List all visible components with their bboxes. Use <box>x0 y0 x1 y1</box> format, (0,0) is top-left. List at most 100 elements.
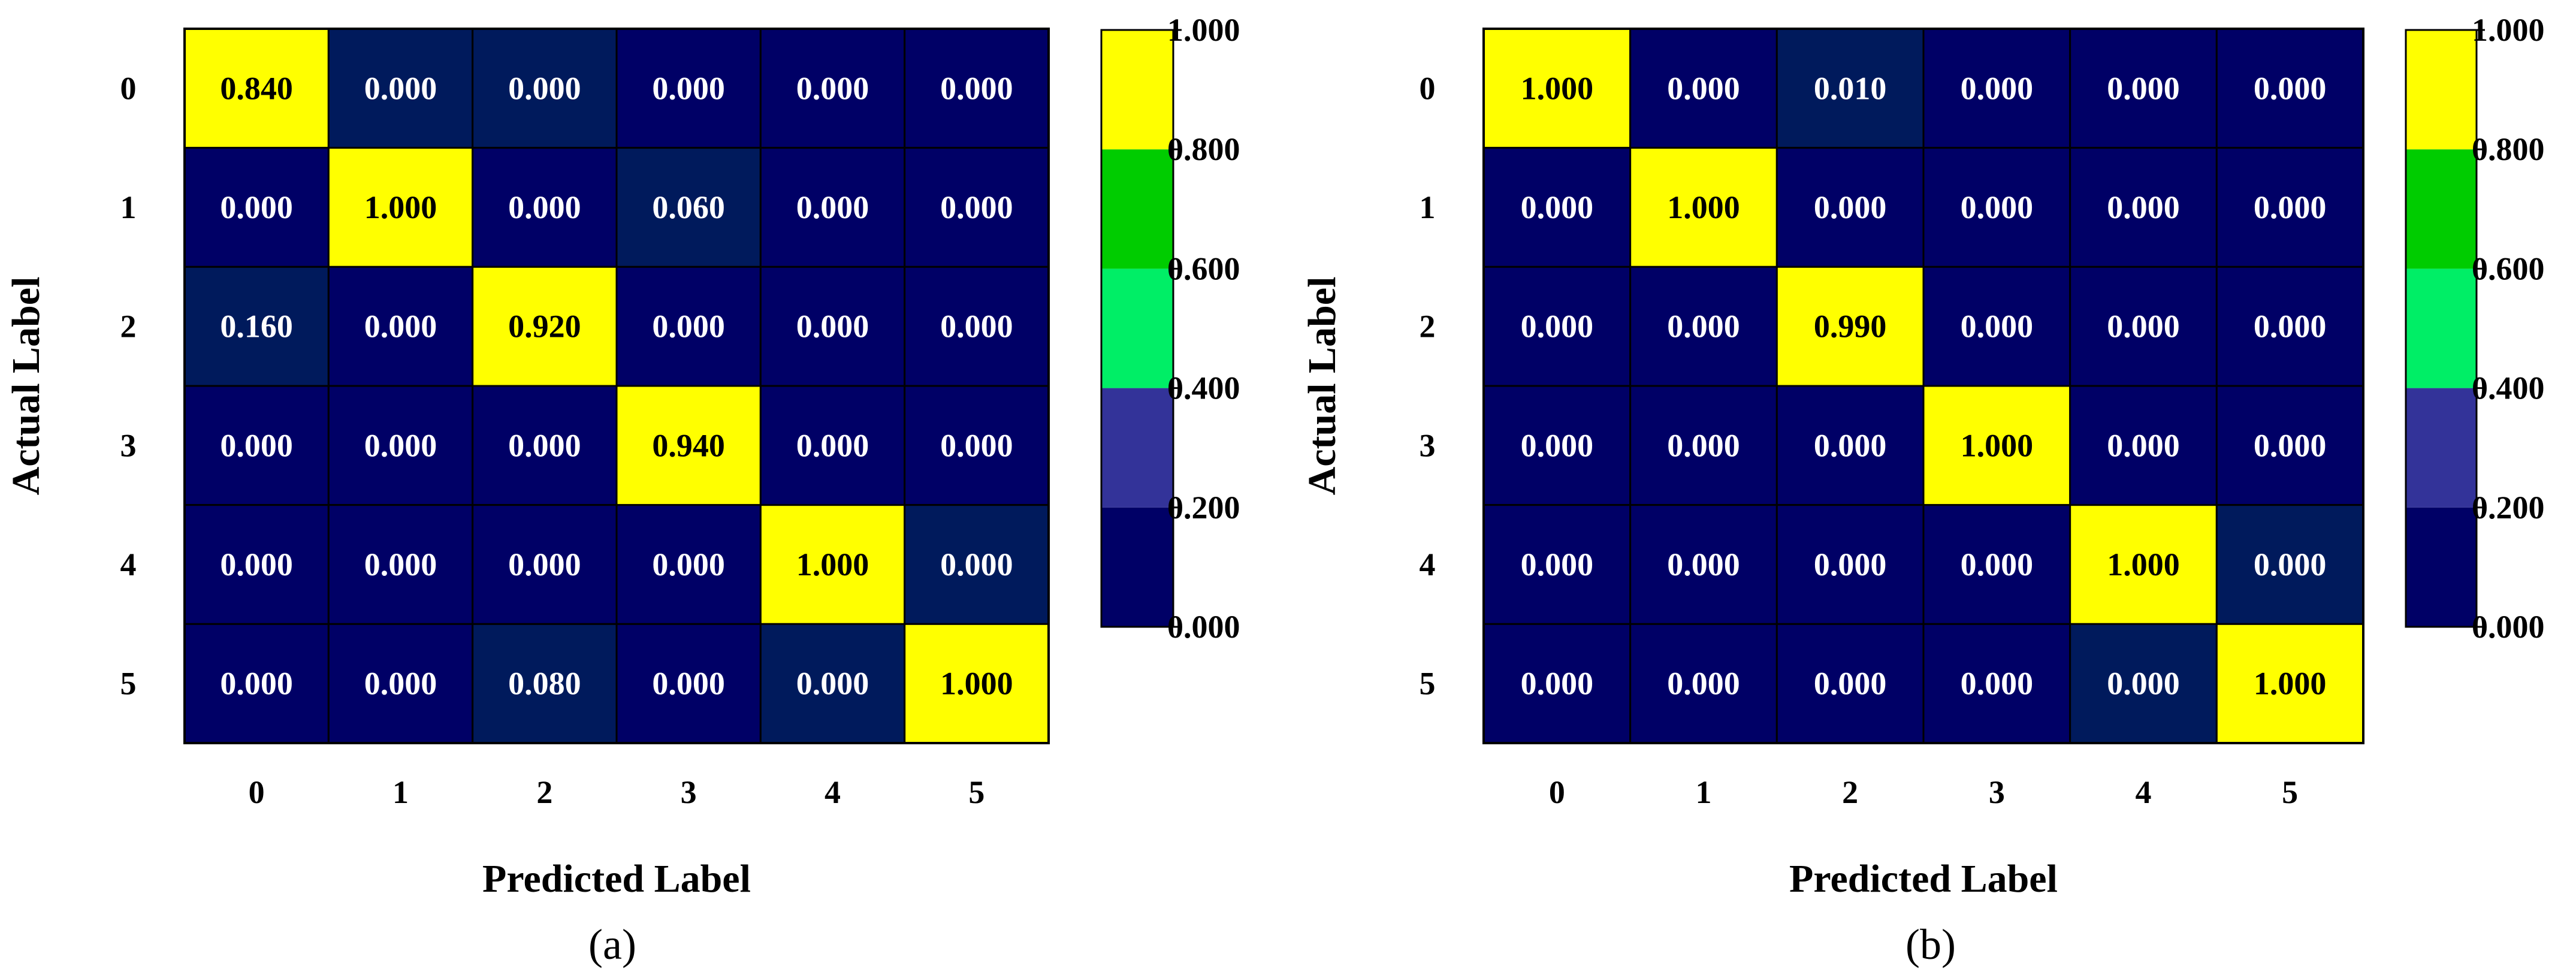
heatmap-cell <box>1775 147 1925 268</box>
cell-value-label: 0.000 <box>364 309 437 345</box>
cell-value-label: 0.000 <box>364 70 437 106</box>
cell-value-label: 0.000 <box>1667 309 1740 345</box>
heatmap-cell <box>183 623 330 744</box>
colorbar-tick-label: 0.600 <box>1167 250 1240 286</box>
cell-value-label: 0.000 <box>220 666 293 702</box>
cell-value-label: 0.060 <box>652 189 725 225</box>
heatmap-cell <box>1629 147 1778 268</box>
heatmap-cell <box>327 385 474 506</box>
heatmap-cell <box>183 265 330 387</box>
heatmap-cell <box>904 265 1050 387</box>
x-tick-label: 1 <box>1696 774 1712 810</box>
heatmap-cell <box>1922 28 2071 149</box>
y-tick-label: 1 <box>1420 189 1436 225</box>
heatmap-cell <box>2069 623 2218 744</box>
cell-value-label: 1.000 <box>796 547 869 582</box>
y-tick-label: 2 <box>1420 309 1436 345</box>
colorbar-tick-label: 0.400 <box>1167 370 1240 406</box>
heatmap-cell <box>904 623 1050 744</box>
x-tick-label: 0 <box>249 774 265 810</box>
cell-value-label: 0.000 <box>940 547 1013 582</box>
cell-value-label: 0.000 <box>940 309 1013 345</box>
heatmap-cell <box>2069 385 2218 506</box>
cell-value-label: 0.000 <box>1961 309 2034 345</box>
cell-value-label: 0.000 <box>1521 666 1594 702</box>
x-tick-label: 5 <box>2282 774 2298 810</box>
y-tick-label: 4 <box>1420 547 1436 582</box>
cell-value-label: 1.000 <box>940 666 1013 702</box>
cell-value-label: 0.000 <box>508 189 581 225</box>
heatmap-cell <box>1482 265 1632 387</box>
heatmap-panel-0: 0.840 0.000 0.000 0.000 0.000 0.000 0.000 1.000… <box>4 12 1240 968</box>
cell-value-label: 0.000 <box>220 189 293 225</box>
cell-value-label: 0.000 <box>1667 547 1740 582</box>
heatmap-cell <box>759 28 906 149</box>
heatmap-cell <box>904 147 1050 268</box>
heatmap-cell <box>2215 504 2364 625</box>
y-tick-label: 4 <box>120 547 137 582</box>
x-tick-label: 0 <box>1549 774 1565 810</box>
cell-value-label: 0.000 <box>796 189 869 225</box>
cell-value-label: 0.000 <box>2107 309 2180 345</box>
cell-value-label: 0.000 <box>796 70 869 106</box>
heatmap-cell <box>1629 623 1778 744</box>
heatmap-cell <box>2069 504 2218 625</box>
heatmap-cell <box>759 623 906 744</box>
cell-value-label: 0.000 <box>508 427 581 463</box>
cell-value-label: 0.000 <box>796 309 869 345</box>
cell-value-label: 1.000 <box>2107 547 2180 582</box>
cell-value-label: 0.000 <box>796 427 869 463</box>
colorbar-tick-label: 1.000 <box>2472 12 2545 48</box>
cell-value-label: 0.000 <box>940 427 1013 463</box>
cell-value-label: 0.000 <box>1814 189 1887 225</box>
heatmap-cell <box>1922 504 2071 625</box>
y-tick-label: 2 <box>120 309 137 345</box>
cell-value-label: 0.000 <box>2254 70 2327 106</box>
heatmap-cell <box>1482 147 1632 268</box>
cell-value-label: 0.000 <box>652 70 725 106</box>
cell-value-label: 0.000 <box>2107 427 2180 463</box>
heatmap-cell <box>183 28 330 149</box>
cell-value-label: 0.000 <box>1961 666 2034 702</box>
colorbar-tick-label: 0.400 <box>2472 370 2545 406</box>
cell-value-label: 0.000 <box>2254 427 2327 463</box>
cell-value-label: 1.000 <box>1667 189 1740 225</box>
cell-value-label: 0.000 <box>364 666 437 702</box>
heatmap-cell <box>615 265 762 387</box>
heatmap-cell <box>615 504 762 625</box>
cell-value-label: 0.000 <box>2107 189 2180 225</box>
heatmap-cell <box>1629 504 1778 625</box>
heatmap-cell <box>327 265 474 387</box>
x-tick-label: 4 <box>825 774 841 810</box>
cell-value-label: 0.000 <box>1814 666 1887 702</box>
cell-value-label: 0.000 <box>1667 70 1740 106</box>
heatmap-cell <box>615 147 762 268</box>
cell-value-label: 1.000 <box>1521 70 1594 106</box>
colorbar-tick-label: 0.000 <box>1167 609 1240 645</box>
cell-value-label: 1.000 <box>2254 666 2327 702</box>
cell-value-label: 0.000 <box>652 666 725 702</box>
cell-value-label: 0.000 <box>796 666 869 702</box>
y-tick-label: 3 <box>120 427 137 463</box>
cell-value-label: 0.000 <box>2254 547 2327 582</box>
heatmap-cell <box>1922 147 2071 268</box>
heatmap-cell <box>327 28 474 149</box>
heatmap-cell <box>1629 28 1778 149</box>
y-tick-label: 5 <box>1420 666 1436 702</box>
cell-value-label: 0.000 <box>1961 70 2034 106</box>
colorbar-band <box>1101 30 1173 150</box>
heatmap-cell <box>1922 623 2071 744</box>
colorbar-tick-label: 0.200 <box>1167 490 1240 526</box>
colorbar-tick-label: 0.000 <box>2472 609 2545 645</box>
cell-value-label: 0.000 <box>940 189 1013 225</box>
cell-value-label: 1.000 <box>364 189 437 225</box>
y-axis-label: Actual Label <box>1300 277 1344 496</box>
y-tick-label: 0 <box>120 70 137 106</box>
heatmap-cell <box>2069 147 2218 268</box>
heatmap-cell <box>759 265 906 387</box>
x-tick-label: 5 <box>968 774 985 810</box>
y-tick-label: 5 <box>120 666 137 702</box>
colorbar-border <box>1100 29 1174 628</box>
cell-value-label: 0.000 <box>1814 427 1887 463</box>
cell-value-label: 0.000 <box>220 547 293 582</box>
